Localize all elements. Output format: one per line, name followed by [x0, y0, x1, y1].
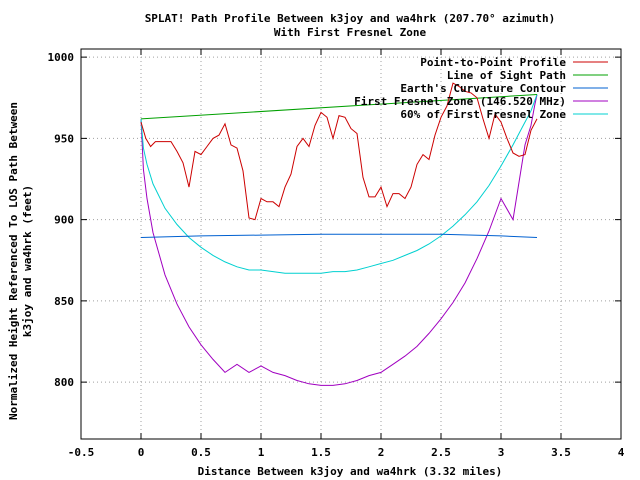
x-tick-label: 3 [498, 446, 505, 459]
x-tick-label: 0 [138, 446, 145, 459]
line-of-sight-path-line [140, 94, 538, 120]
x-tick-label: -0.5 [68, 446, 95, 459]
legend-label-line-of-sight-path: Line of Sight Path [447, 69, 566, 82]
y-axis-label-line1: Normalized Height Referenced To LOS Path… [7, 102, 20, 420]
legend-label-point-to-point-profile: Point-to-Point Profile [420, 56, 566, 69]
point-to-point-profile-line [140, 82, 538, 221]
legend-label-first-fresnel-zone: First Fresnel Zone (146.520 MHz) [354, 95, 566, 108]
y-axis-label-line2: k3joy and wa4hrk (feet) [21, 185, 34, 337]
legend-label-fresnel-zone-60-percent: 60% of First Fresnel Zone [400, 108, 566, 121]
y-tick-label: 850 [54, 295, 74, 308]
x-tick-label: 0.5 [191, 446, 211, 459]
x-axis-label: Distance Between k3joy and wa4hrk (3.32 … [198, 465, 503, 478]
x-tick-label: 1.5 [311, 446, 331, 459]
y-tick-label: 800 [54, 376, 74, 389]
x-tick-label: 2 [378, 446, 385, 459]
legend-label-earth-curvature-contour: Earth's Curvature Contour [400, 82, 566, 95]
series-layer [140, 82, 538, 386]
x-tick-label: 3.5 [551, 446, 571, 459]
chart-subtitle: With First Fresnel Zone [274, 26, 427, 39]
axis-ticks: -0.5 0 0.5 1 1.5 2 2.5 3 3.5 4 800 850 900 950 1000 [48, 49, 625, 459]
grid [81, 49, 621, 439]
y-tick-label: 950 [54, 132, 74, 145]
x-tick-label: 1 [258, 446, 265, 459]
x-tick-label: 4 [618, 446, 625, 459]
x-tick-label: 2.5 [431, 446, 451, 459]
y-tick-label: 900 [54, 214, 74, 227]
earth-curvature-contour-line [140, 233, 538, 238]
y-tick-label: 1000 [48, 51, 75, 64]
fresnel-zone-60-percent-line [140, 94, 538, 274]
plot-frame [80, 48, 622, 440]
chart-title: SPLAT! Path Profile Between k3joy and wa… [145, 12, 556, 25]
